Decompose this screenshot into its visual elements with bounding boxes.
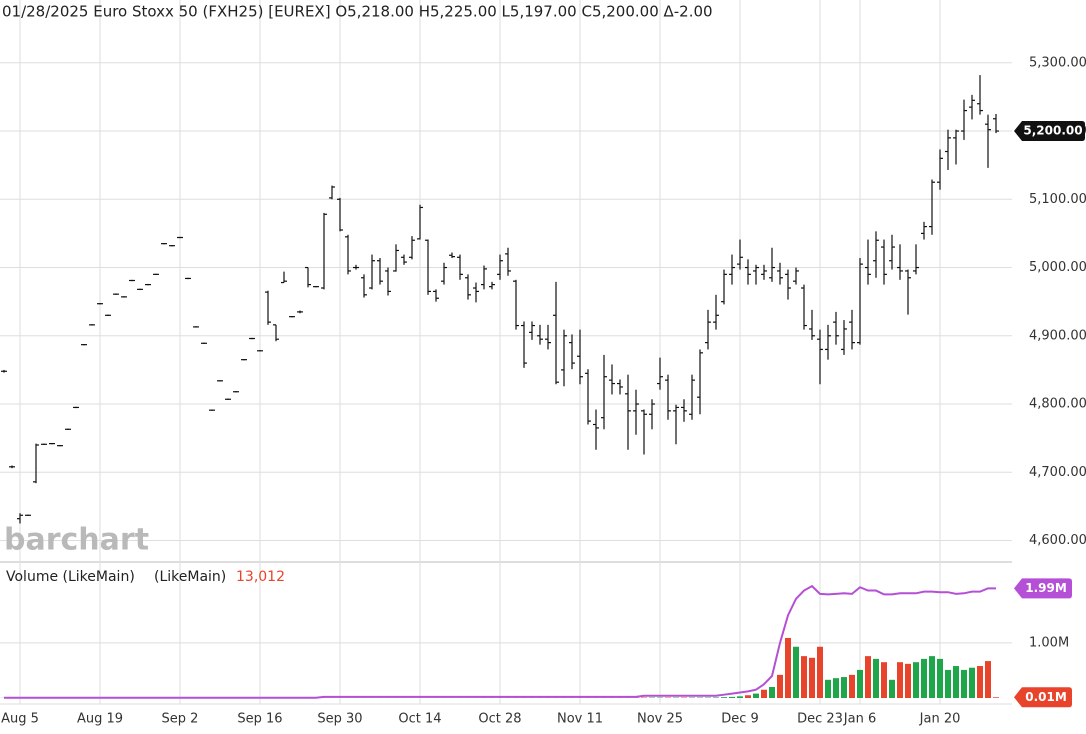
volume-bar [921, 658, 927, 698]
volume-tick-label: 1.00M [1029, 635, 1069, 650]
volume-bar [785, 637, 791, 698]
volume-bar [905, 663, 911, 698]
x-tick-label: Nov 11 [557, 712, 603, 727]
volume-bar [841, 677, 847, 698]
volume-bar [769, 686, 775, 698]
y-tick-label: 4,600.00 [1029, 533, 1086, 548]
volume-bar [753, 693, 759, 698]
y-tick-label: 5,000.00 [1029, 260, 1086, 275]
last-price-label: 5,200.00 [1023, 124, 1082, 138]
x-tick-label: Sep 30 [317, 712, 362, 727]
y-tick-label: 4,800.00 [1029, 397, 1086, 412]
volume-bar [873, 658, 879, 698]
volume-bar [913, 662, 919, 698]
x-tick-label: Aug 19 [77, 712, 123, 727]
volume-bar [793, 646, 799, 698]
x-tick-label: Oct 14 [398, 712, 441, 727]
volume-bar [865, 656, 871, 698]
x-tick-label: Sep 2 [162, 712, 199, 727]
last-price-box [1014, 121, 1085, 142]
volume-bar [745, 695, 751, 698]
marks [1, 75, 999, 699]
x-tick-label: Sep 16 [237, 712, 282, 727]
volume-bar [993, 697, 999, 698]
chart-title: 01/28/2025 Euro Stoxx 50 (FXH25) [EUREX]… [2, 3, 713, 21]
volume-bar [857, 669, 863, 698]
watermark: barchart [4, 523, 149, 558]
volume-bar [929, 656, 935, 698]
volume-bar [945, 669, 951, 698]
volume-title: Volume (LikeMain) [6, 569, 135, 585]
labels: Aug 5 Aug 19 Sep 2 Sep 16 Sep 30 Oct 14 Oct 28… [1, 55, 1086, 726]
volume-bar [969, 667, 975, 698]
volume-bar [825, 679, 831, 698]
volume-bar [977, 666, 983, 698]
volume-bar [801, 656, 807, 698]
y-tick-label: 4,900.00 [1029, 328, 1086, 343]
volume-label: 0.01M [1025, 690, 1067, 704]
y-tick-label: 4,700.00 [1029, 465, 1086, 480]
x-tick-label: Aug 5 [1, 712, 39, 727]
average-box [1014, 578, 1072, 599]
x-tick-label: Dec 23 [797, 712, 843, 727]
volume-bar [721, 697, 727, 698]
volume-bar [713, 697, 719, 698]
volume-bar [833, 678, 839, 698]
volume-bar [809, 657, 815, 698]
volume-bar [849, 674, 855, 698]
x-tick-label: Oct 28 [478, 712, 521, 727]
volume-bar [937, 658, 943, 698]
volume-bar [881, 662, 887, 698]
volume-bar [737, 696, 743, 698]
volume-bar [953, 666, 959, 698]
x-tick-label: Nov 25 [637, 712, 683, 727]
volume-box [1014, 687, 1072, 708]
volume-bar [889, 679, 895, 698]
volume-bar [897, 662, 903, 698]
volume-bar [729, 696, 735, 698]
legend-value: 13,012 [236, 569, 285, 585]
x-tick-label: Jan 6 [843, 712, 876, 727]
volume-bar [817, 646, 823, 698]
volume-average-line [4, 584, 996, 699]
x-tick-label: Dec 9 [721, 712, 759, 727]
volume-bar [985, 661, 991, 698]
volume-bar [761, 689, 767, 698]
x-tick-label: Jan 20 [919, 712, 961, 727]
volume-bar [961, 669, 967, 698]
average-label: 1.99M [1025, 581, 1067, 595]
legend-name: (LikeMain) [154, 569, 226, 585]
y-tick-label: 5,300.00 [1029, 55, 1086, 70]
y-tick-label: 5,100.00 [1029, 192, 1086, 207]
volume-bar [777, 674, 783, 698]
